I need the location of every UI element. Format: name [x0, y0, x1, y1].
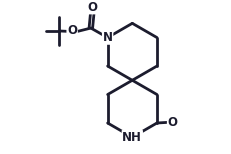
Text: NH: NH [122, 131, 142, 144]
Text: O: O [167, 116, 178, 129]
Text: O: O [67, 24, 77, 37]
Text: N: N [103, 31, 113, 44]
Text: O: O [87, 1, 97, 14]
